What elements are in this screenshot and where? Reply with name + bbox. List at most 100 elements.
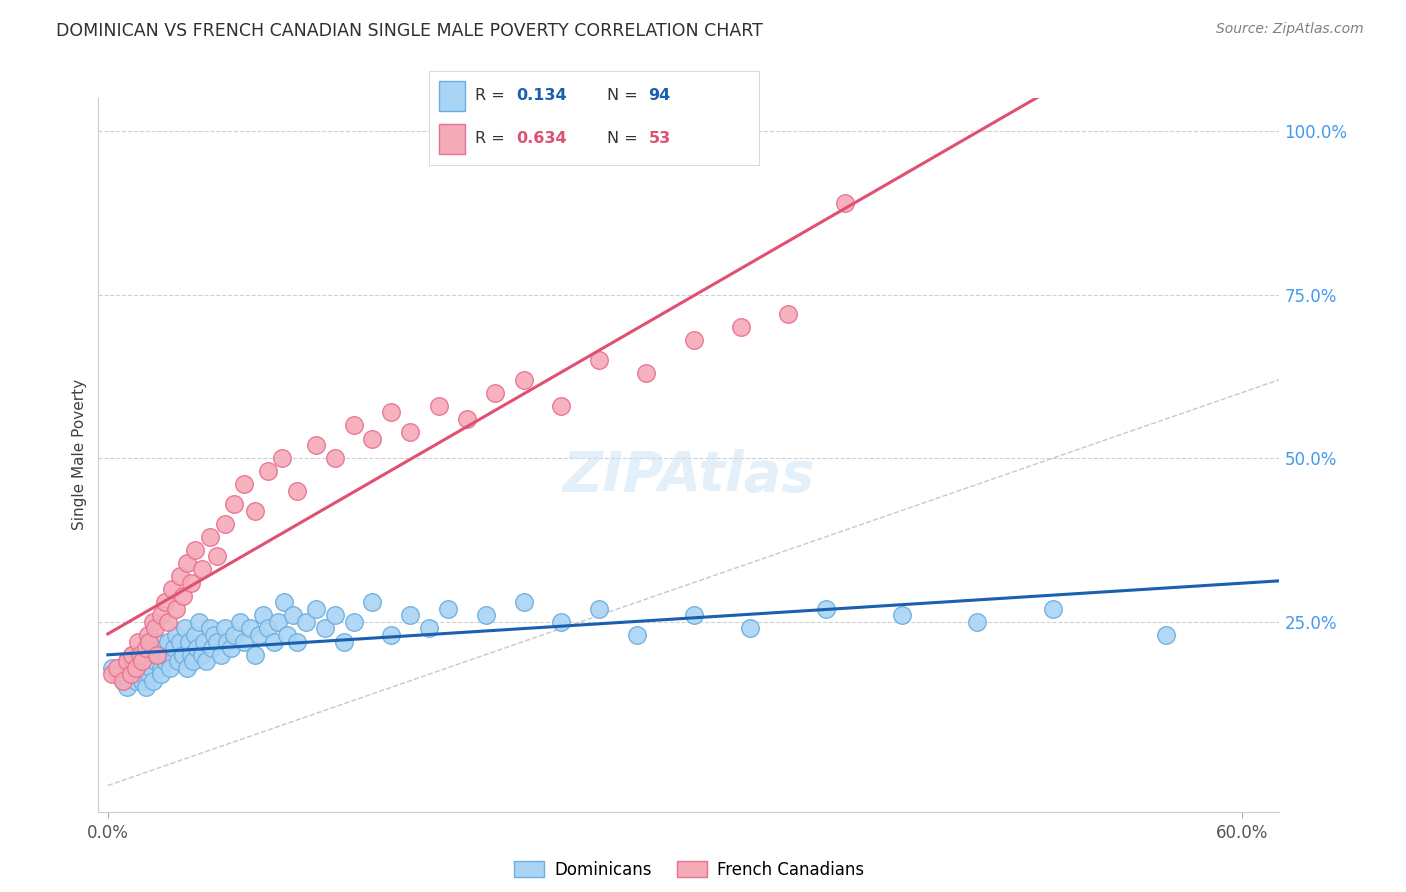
Point (342, 615, 364, 629)
Point (143, 621, 166, 635)
Point (149, 667, 172, 681)
Point (295, 615, 318, 629)
Point (361, 432, 384, 446)
Point (184, 628, 207, 642)
Text: N =: N = (607, 88, 643, 103)
Point (333, 634, 356, 648)
Point (169, 634, 191, 648)
Point (132, 667, 155, 681)
Point (149, 608, 172, 623)
Point (636, 366, 658, 380)
Point (270, 451, 292, 466)
Point (155, 648, 177, 662)
Point (281, 608, 304, 623)
Point (146, 634, 169, 648)
Text: 0.634: 0.634 (516, 131, 567, 146)
Point (215, 634, 238, 648)
Point (127, 634, 149, 648)
Text: Source: ZipAtlas.com: Source: ZipAtlas.com (1216, 22, 1364, 37)
Point (232, 477, 254, 491)
Point (135, 654, 157, 668)
Point (285, 483, 308, 498)
Point (115, 681, 138, 695)
Point (172, 589, 194, 603)
Point (127, 667, 149, 681)
Point (148, 648, 170, 662)
Point (814, 601, 837, 615)
Point (626, 628, 648, 642)
Point (285, 634, 308, 648)
Point (224, 497, 246, 511)
Point (195, 654, 218, 668)
Text: R =: R = (475, 131, 510, 146)
Point (239, 621, 262, 635)
Point (125, 661, 148, 675)
Point (166, 654, 188, 668)
Point (153, 595, 176, 609)
Point (129, 661, 152, 675)
Text: 53: 53 (648, 131, 671, 146)
Point (121, 648, 143, 662)
Point (136, 628, 159, 642)
Bar (439, 124, 465, 153)
Point (966, 615, 988, 629)
Point (682, 608, 704, 623)
Point (111, 673, 134, 688)
Point (111, 673, 134, 688)
Point (323, 451, 346, 466)
Point (131, 673, 153, 688)
Point (263, 634, 285, 648)
Point (361, 595, 384, 609)
Point (276, 628, 298, 642)
Point (165, 601, 187, 615)
Point (176, 556, 198, 570)
Point (219, 641, 242, 656)
Point (456, 412, 478, 426)
Y-axis label: Single Male Poverty: Single Male Poverty (72, 379, 87, 531)
Point (135, 641, 157, 656)
Point (834, 195, 856, 210)
Point (105, 667, 128, 681)
Point (115, 654, 138, 668)
Point (138, 667, 160, 681)
Point (418, 621, 440, 635)
Point (153, 641, 176, 656)
Point (207, 634, 229, 648)
Text: ZIPAtlas: ZIPAtlas (562, 450, 815, 503)
Point (129, 648, 152, 662)
Text: DOMINICAN VS FRENCH CANADIAN SINGLE MALE POVERTY CORRELATION CHART: DOMINICAN VS FRENCH CANADIAN SINGLE MALE… (56, 22, 763, 40)
Point (191, 648, 214, 662)
Point (181, 654, 204, 668)
Point (165, 628, 187, 642)
Point (257, 621, 280, 635)
Point (131, 648, 153, 662)
Point (588, 601, 610, 615)
Point (146, 648, 169, 662)
Point (100, 667, 122, 681)
Point (153, 654, 176, 668)
Point (342, 418, 364, 433)
Point (198, 621, 221, 635)
Point (1042, 601, 1064, 615)
Point (174, 621, 197, 635)
Point (399, 608, 422, 623)
Point (121, 648, 143, 662)
Point (143, 654, 166, 668)
Point (180, 648, 202, 662)
Point (484, 385, 506, 400)
Point (305, 438, 328, 452)
Point (136, 661, 159, 675)
Point (245, 503, 267, 517)
Point (131, 654, 153, 668)
Point (427, 399, 450, 413)
Point (890, 608, 912, 623)
Point (202, 628, 225, 642)
Point (169, 569, 191, 583)
Point (201, 641, 224, 656)
Point (778, 307, 800, 321)
Point (512, 373, 534, 387)
Point (186, 641, 208, 656)
Text: 0.134: 0.134 (516, 88, 567, 103)
Point (160, 582, 183, 596)
Point (214, 516, 236, 531)
